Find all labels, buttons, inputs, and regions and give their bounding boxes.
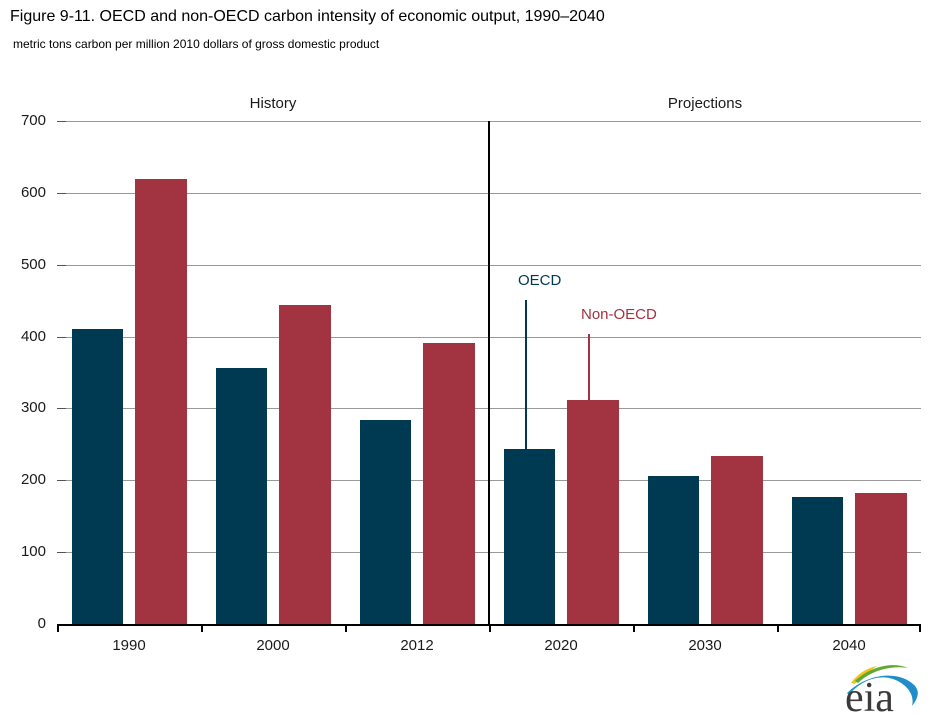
y-tick-400 [57,336,66,338]
bar-oecd-1990 [71,328,123,624]
bar-non-oecd-2040 [855,492,907,624]
x-tick-5 [777,624,779,632]
y-tick-500 [57,264,66,266]
x-axis-label-2000: 2000 [256,637,290,654]
y-tick-100 [57,552,66,554]
eia-logo-text: eia [845,675,894,715]
y-axis-label-300: 300 [20,399,46,417]
x-axis-label-2012: 2012 [400,637,434,654]
y-tick-300 [57,408,66,410]
y-axis-label-400: 400 [20,327,46,345]
bar-non-oecd-2020 [567,399,619,624]
y-tick-700 [57,121,66,122]
x-tick-0 [57,624,59,632]
y-axis-label-200: 200 [20,471,46,489]
chart-subtitle: metric tons carbon per million 2010 doll… [13,37,380,51]
x-axis-label-2030: 2030 [688,637,722,654]
bar-oecd-2040 [791,496,843,624]
bar-oecd-2012 [359,419,411,624]
bar-oecd-2020 [503,448,555,624]
eia-logo: eia [845,665,918,715]
bar-oecd-2030 [647,475,699,624]
x-axis-label-1990: 1990 [112,637,146,654]
oecd-annotation-label: OECD [518,272,562,289]
x-tick-2 [345,624,347,632]
y-axis-label-500: 500 [20,255,46,273]
y-tick-200 [57,480,66,482]
x-tick-6 [919,624,921,632]
bar-non-oecd-2000 [279,304,331,624]
x-axis-label-2020: 2020 [544,637,578,654]
y-axis-label-700: 700 [20,112,46,129]
history-projections-divider [488,121,490,624]
x-tick-3 [489,624,491,632]
chart-title: Figure 9-11. OECD and non-OECD carbon in… [10,8,605,25]
non-oecd-annotation-label: Non-OECD [581,306,657,323]
plot-area [57,121,921,632]
bar-non-oecd-2012 [423,343,475,624]
bar-non-oecd-1990 [135,178,187,624]
x-tick-4 [633,624,635,632]
y-axis-label-600: 600 [20,183,46,201]
bar-non-oecd-2030 [711,455,763,624]
y-tick-600 [57,192,66,194]
eia-logo-green-swoosh [855,665,908,683]
y-axis-label-0: 0 [37,615,46,632]
history-section-label: History [249,95,297,112]
y-axis-label-100: 100 [20,543,46,561]
oecd-leader-line [525,300,527,449]
x-axis-label-2040: 2040 [832,637,866,654]
x-tick-1 [201,624,203,632]
non-oecd-leader-line [588,334,590,400]
projections-section-label: Projections [667,95,743,112]
bar-oecd-2000 [215,368,267,624]
